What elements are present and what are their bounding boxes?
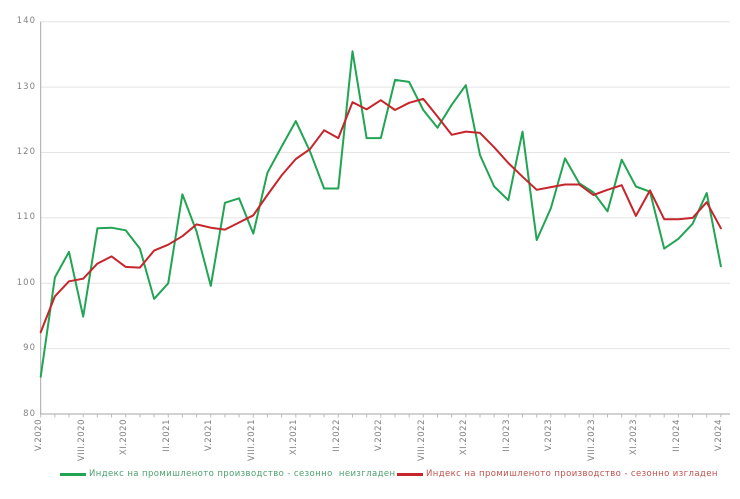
y-tick-label-110: 110 <box>16 212 36 223</box>
series-line-adjusted <box>39 97 722 334</box>
x-tick-label-XI.2020: XI.2020 <box>119 419 130 456</box>
x-tick-label-V.2022: V.2022 <box>374 419 385 452</box>
legend-label-adjusted: Индекс на промишленото производство - се… <box>426 469 718 479</box>
x-tick-label-II.2023: II.2023 <box>501 419 512 452</box>
x-tick-label-II.2024: II.2024 <box>671 419 682 452</box>
legend-swatch-adjusted <box>397 472 423 476</box>
y-tick-label-120: 120 <box>16 147 36 157</box>
y-tick-label-130: 130 <box>16 81 36 92</box>
legend-swatch-unadjusted <box>60 472 86 476</box>
x-tick-label-V.2023: V.2023 <box>544 419 555 452</box>
x-tick-label-V.2024: V.2024 <box>714 419 725 452</box>
y-tick-label-90: 90 <box>23 343 36 354</box>
x-tick-label-XI.2022: XI.2022 <box>459 419 470 456</box>
y-tick-label-140: 140 <box>16 16 36 27</box>
legend-label-unadjusted: Индекс на промишленото производство - се… <box>89 469 396 479</box>
x-tick-label-VIII.2020: VIII.2020 <box>76 419 87 462</box>
x-tick-label-VIII.2023: VIII.2023 <box>586 419 597 462</box>
legend: Индекс на промишленото производство - се… <box>0 466 740 488</box>
legend-item-adjusted: Индекс на промишленото производство - се… <box>397 466 718 482</box>
y-tick-label-80: 80 <box>23 408 36 419</box>
series-line-unadjusted <box>39 50 722 378</box>
x-tick-label-II.2022: II.2022 <box>331 419 342 452</box>
x-tick-label-XI.2023: XI.2023 <box>629 419 640 456</box>
x-tick-label-XI.2021: XI.2021 <box>289 419 300 456</box>
x-tick-label-VIII.2021: VIII.2021 <box>246 419 257 462</box>
x-tick-label-V.2021: V.2021 <box>204 419 215 452</box>
y-tick-label-100: 100 <box>16 277 36 288</box>
x-tick-label-II.2021: II.2021 <box>161 419 172 452</box>
x-tick-label-V.2020: V.2020 <box>34 419 45 452</box>
x-tick-label-VIII.2022: VIII.2022 <box>416 419 427 462</box>
legend-item-unadjusted: Индекс на промишленото производство - се… <box>60 466 395 482</box>
